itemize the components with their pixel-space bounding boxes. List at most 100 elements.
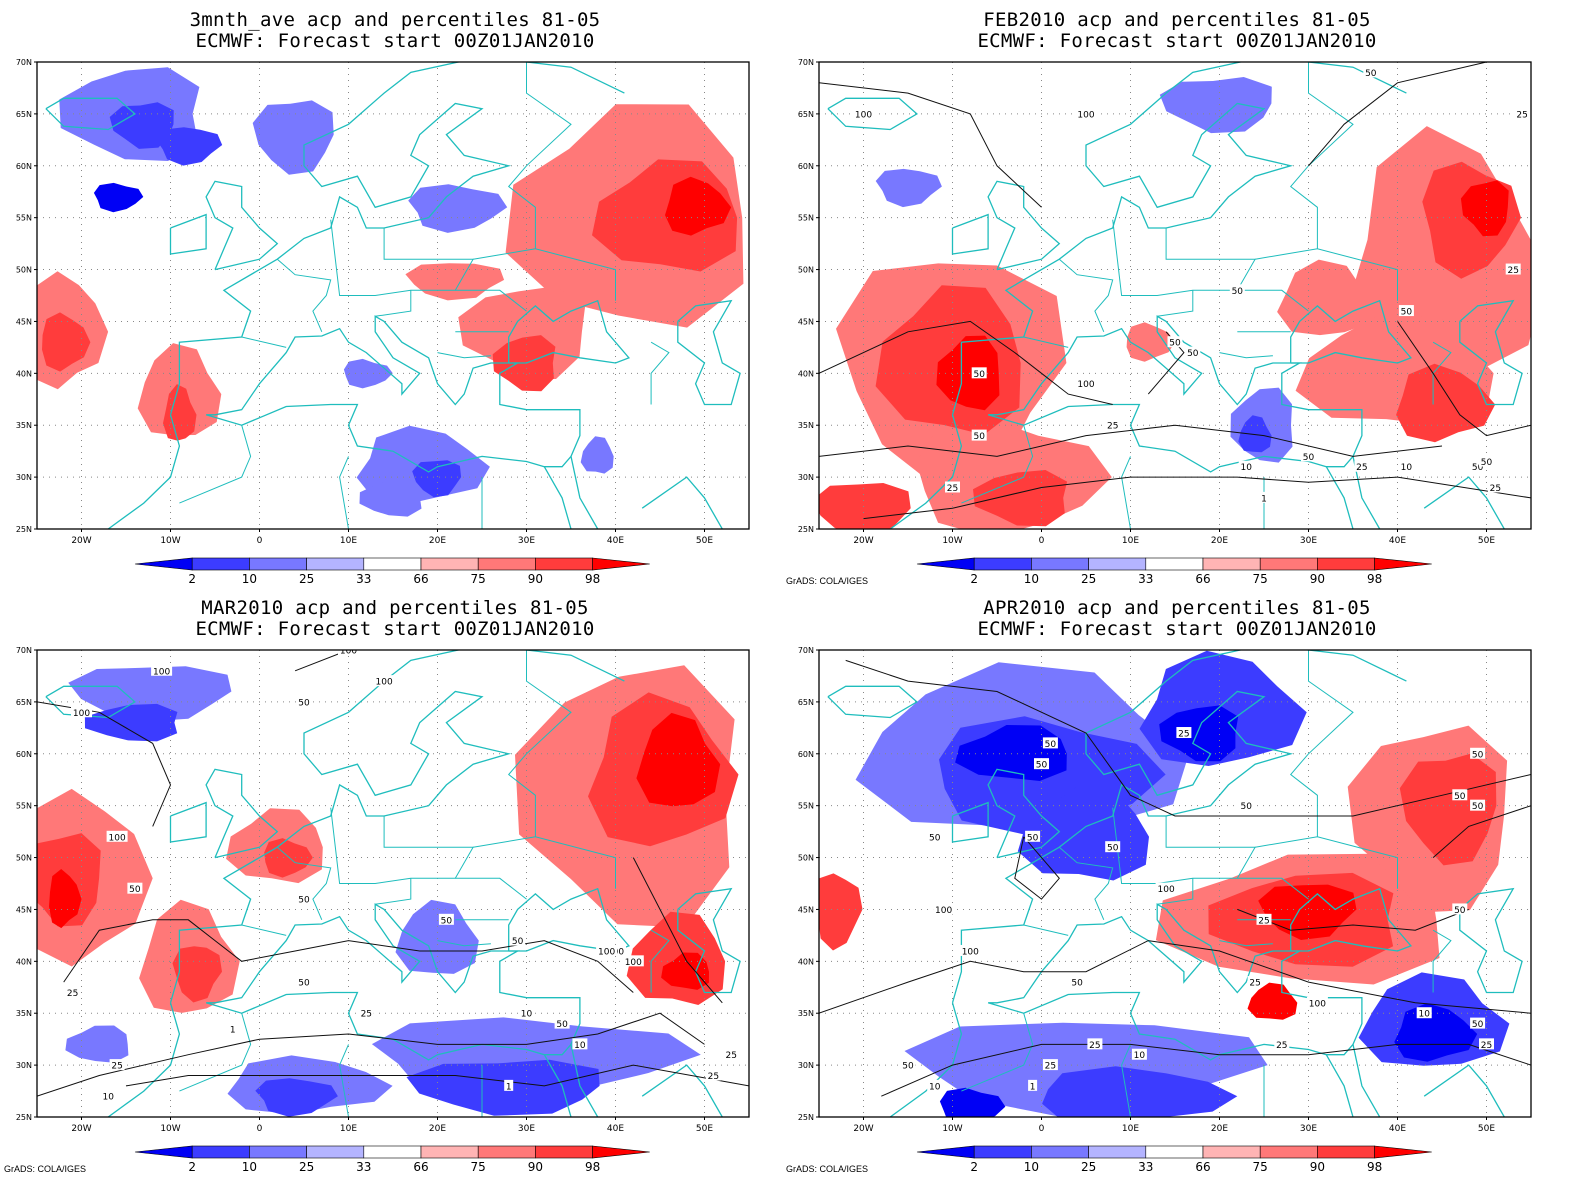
contour-label: 1	[1030, 1082, 1036, 1092]
anomaly-region	[936, 335, 1000, 411]
lon-tick-label: 20E	[1211, 1124, 1228, 1134]
country-border	[1121, 1044, 1131, 1117]
anomaly-region	[68, 666, 232, 722]
lon-tick-label: 20W	[71, 1124, 91, 1134]
coastline	[508, 299, 630, 364]
lon-tick-label: 20E	[429, 536, 446, 546]
coastline	[205, 768, 279, 859]
country-border	[437, 940, 491, 947]
colorbar: 2 10 25 33 66 75 90 98	[916, 557, 1432, 586]
coastline	[45, 685, 137, 719]
coastline	[1423, 1064, 1505, 1117]
colorbar-segment	[1031, 1145, 1089, 1159]
contour-label: 1	[506, 1082, 512, 1092]
contour-line	[819, 320, 1113, 405]
contour-label-bg	[1259, 491, 1269, 503]
contour-label-bg	[1167, 336, 1183, 348]
contour-label: 10	[102, 1093, 114, 1103]
contour-label-bg	[519, 1007, 534, 1019]
colorbar-arrow-low	[916, 1145, 975, 1159]
contour-label: 25	[1258, 916, 1269, 926]
lat-tick-label: 60N	[798, 750, 814, 759]
contour-label: 50	[1472, 750, 1484, 760]
coastline	[827, 97, 919, 131]
credit-text: GrADS: COLA/IGES	[786, 1164, 869, 1174]
country-border	[375, 290, 412, 317]
country-border	[1219, 352, 1273, 359]
lon-tick-label: 0	[257, 536, 263, 546]
contour-line	[1432, 805, 1531, 858]
contour-line	[1308, 62, 1487, 167]
contour-label-bg	[1487, 481, 1503, 493]
contour-label-bg	[127, 882, 143, 894]
contour-label-bg	[853, 107, 874, 119]
colorbar: 2 10 25 33 66 75 90 98	[134, 1145, 650, 1174]
coastline	[677, 299, 741, 406]
colorbar-segment	[477, 1145, 536, 1159]
country-border	[1058, 258, 1114, 332]
contour-label-bg	[1306, 996, 1328, 1008]
colorbar-segment	[477, 557, 536, 571]
contour-line	[1014, 836, 1060, 900]
anomaly-region	[1159, 705, 1239, 762]
lon-tick-label: 50E	[696, 1124, 713, 1134]
lon-tick-label: 40E	[1389, 536, 1406, 546]
country-border	[241, 924, 287, 936]
country-border	[1058, 846, 1114, 920]
colorbar-segment	[1145, 1145, 1204, 1159]
colorbar-label: 33	[1138, 1160, 1153, 1174]
anomaly-region	[405, 263, 505, 301]
panel-title: APR2010 acp and percentiles 81-05	[983, 597, 1371, 619]
lon-tick-label: 10E	[340, 536, 357, 546]
contour-label: 50	[1454, 906, 1466, 916]
lon-tick-label: 50E	[1478, 536, 1495, 546]
coastline	[951, 213, 989, 255]
contour-label: 50	[1071, 979, 1083, 989]
contour-line	[125, 1064, 749, 1087]
contour-label-bg	[1087, 1038, 1103, 1050]
lat-tick-label: 70N	[798, 58, 814, 67]
coastline	[543, 1054, 572, 1117]
country-border	[276, 258, 332, 332]
country-border	[1255, 248, 1398, 301]
contour-line	[819, 424, 1443, 457]
country-border	[455, 289, 527, 312]
contour-label-bg	[151, 664, 173, 676]
anomaly-region	[1042, 1066, 1238, 1117]
colorbar-segment	[1202, 557, 1261, 571]
colorbar-arrow-high	[592, 1145, 650, 1159]
coastline	[1325, 466, 1354, 529]
colorbar-label: 98	[1367, 572, 1382, 586]
colorbar-label: 10	[242, 572, 257, 586]
colorbar-segment	[306, 1145, 365, 1159]
lat-tick-label: 55N	[798, 802, 814, 811]
lat-tick-label: 55N	[16, 214, 32, 223]
contour-label: 100	[855, 110, 872, 120]
coastline	[1459, 887, 1523, 994]
lat-tick-label: 45N	[798, 905, 814, 914]
anomaly-region	[1460, 180, 1509, 237]
contour-label-bg	[1075, 377, 1097, 389]
coastline	[1290, 887, 1412, 952]
coastline	[987, 315, 1363, 473]
lat-tick-label: 50N	[16, 266, 32, 275]
country-border	[1237, 877, 1309, 900]
colorbar-label: 2	[970, 572, 978, 586]
lon-tick-label: 40E	[1389, 1124, 1406, 1134]
contour-label: 50	[129, 885, 141, 895]
contour-label: 100	[598, 947, 615, 957]
country-border	[1237, 289, 1309, 312]
lon-tick-label: 0	[1039, 1124, 1045, 1134]
country-border	[1121, 456, 1131, 529]
country-border	[1432, 341, 1452, 405]
colorbar-label: 90	[528, 1160, 543, 1174]
lat-tick-label: 65N	[798, 698, 814, 707]
anomaly-region	[84, 703, 178, 742]
anomaly-region	[1238, 415, 1272, 453]
lat-tick-label: 45N	[16, 905, 32, 914]
map-frame	[36, 61, 750, 530]
contour-label: 50	[1303, 453, 1315, 463]
contour-label-bg	[1105, 841, 1121, 853]
contour-label-bg	[933, 903, 955, 915]
